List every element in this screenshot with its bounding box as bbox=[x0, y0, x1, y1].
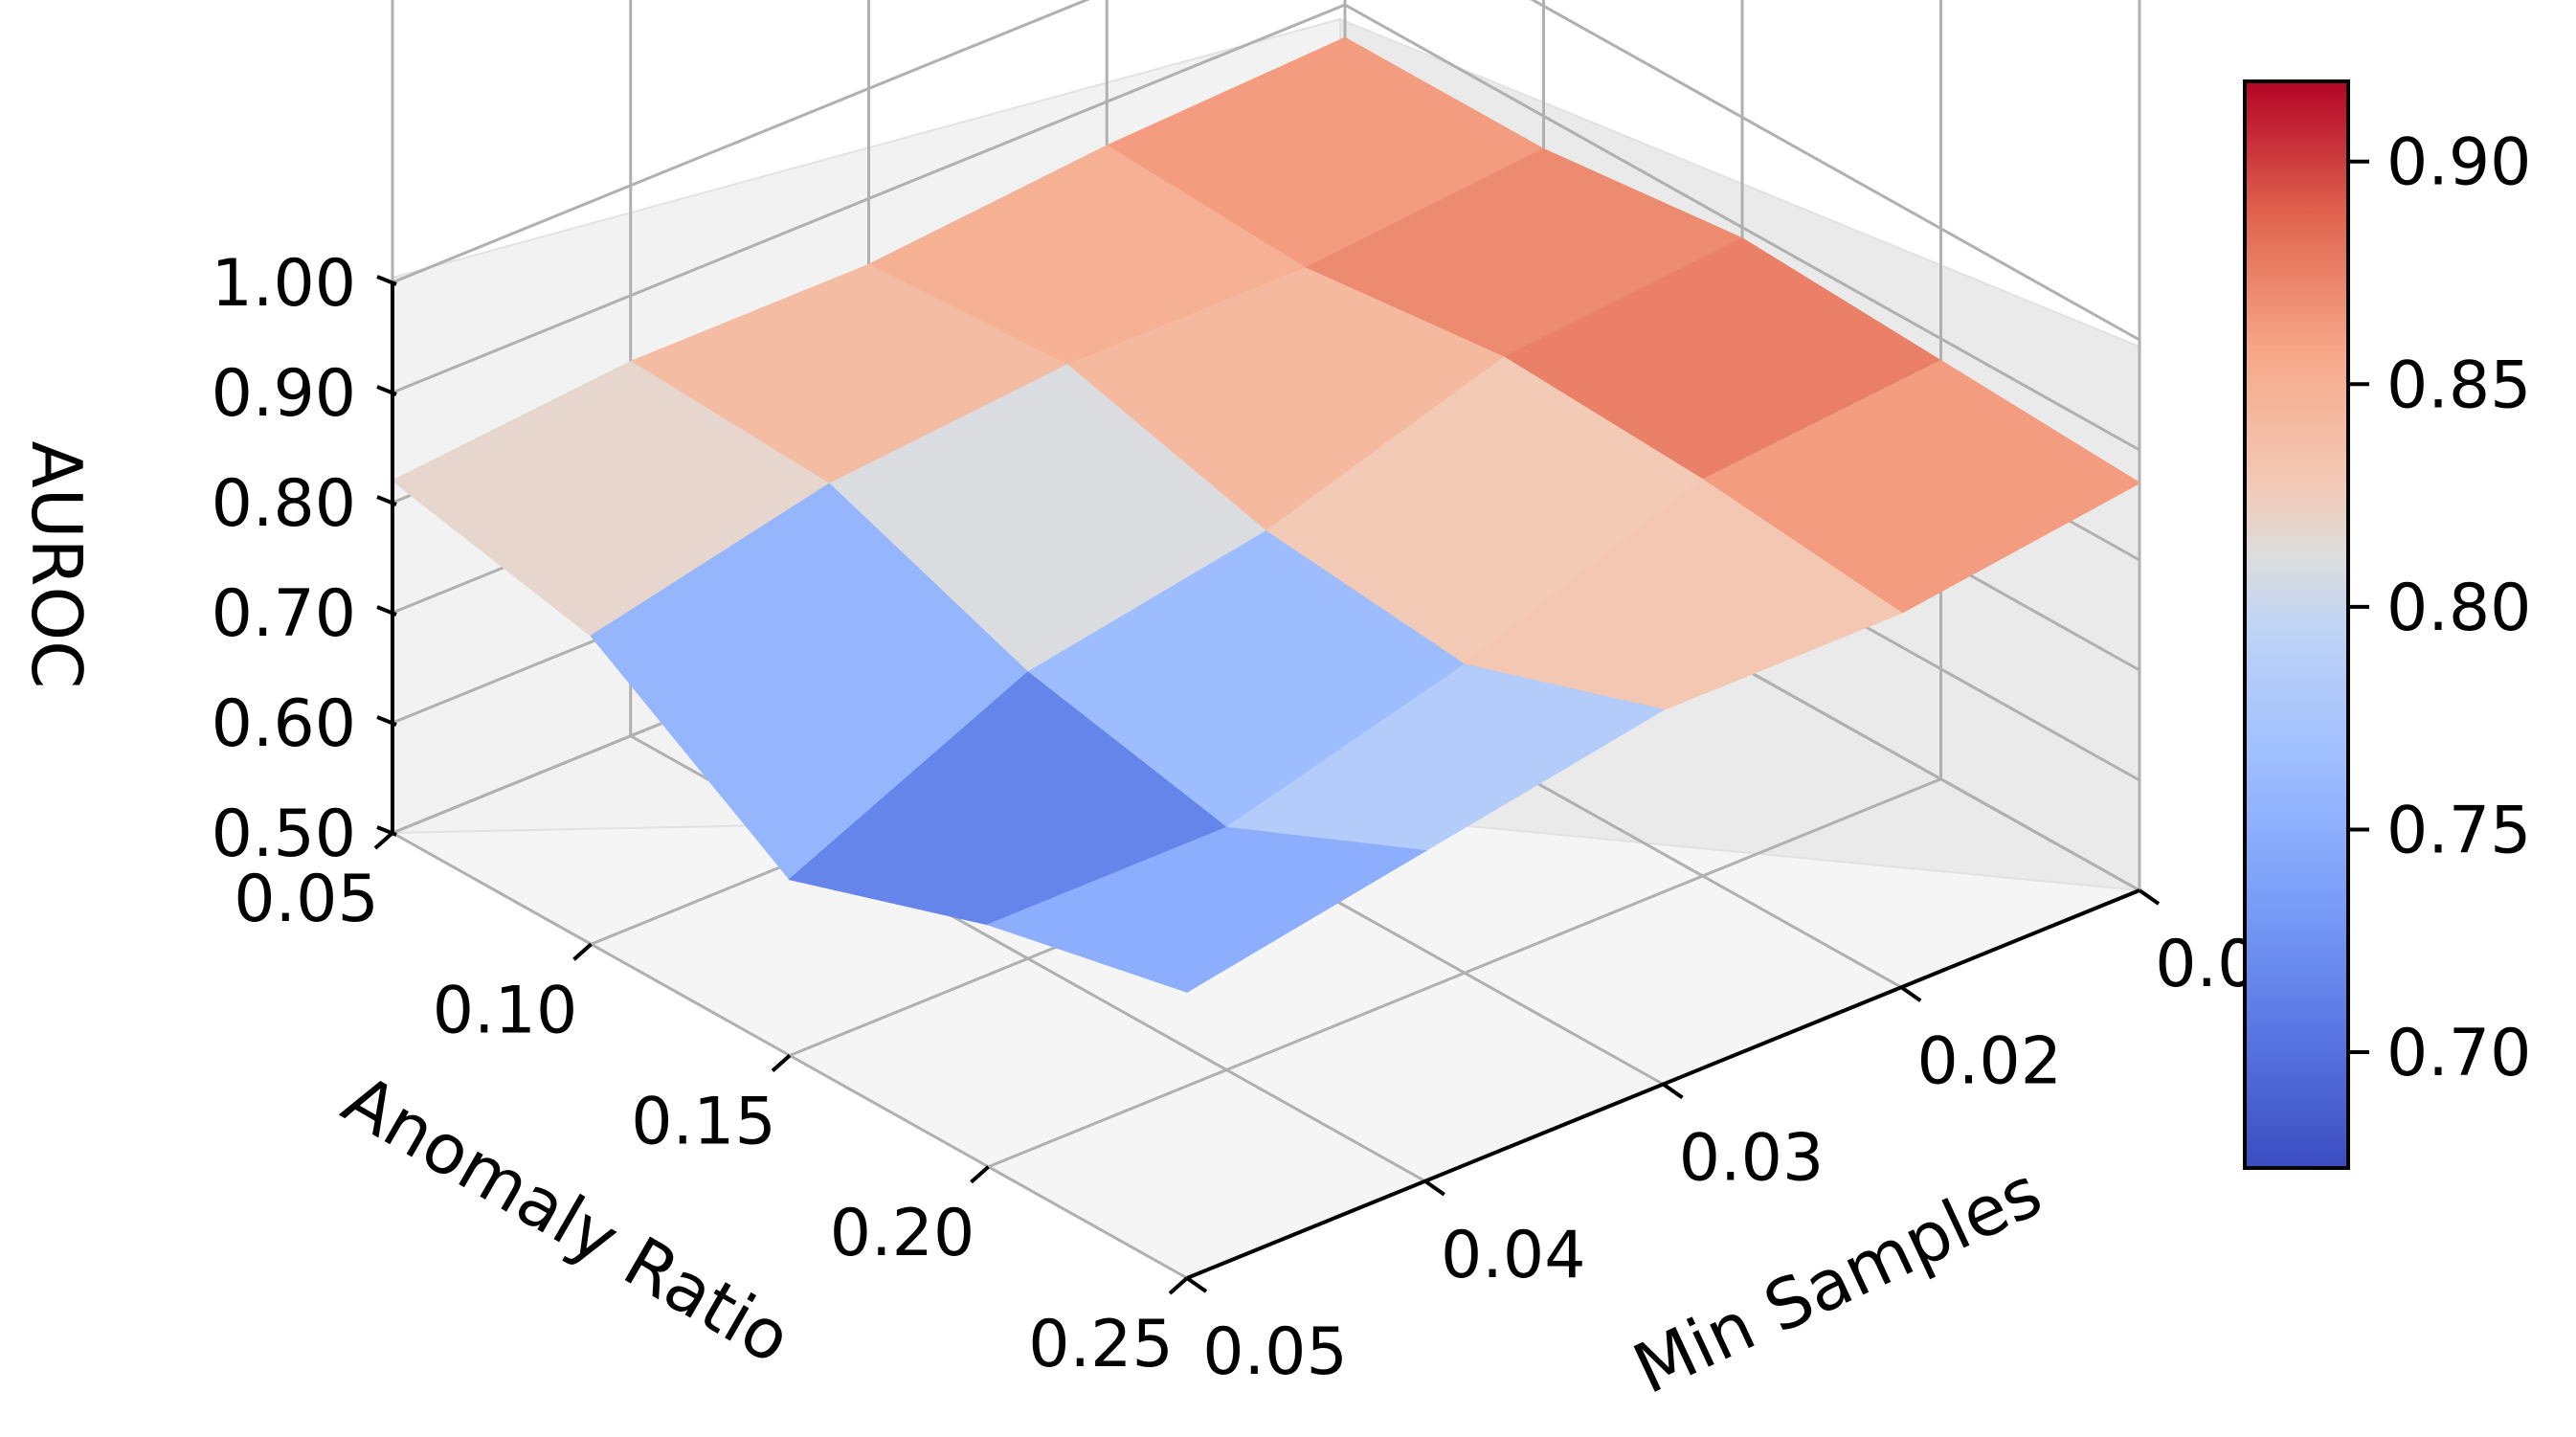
x-tick-mark bbox=[373, 831, 394, 850]
z-axis-label: AUROC bbox=[16, 441, 97, 689]
y-tick-label: 0.05 bbox=[1202, 1314, 1347, 1390]
z-tick-label: 0.60 bbox=[212, 686, 356, 762]
y-tick-label: 0.04 bbox=[1441, 1218, 1585, 1293]
y-tick-mark bbox=[2138, 888, 2161, 906]
surface-patch bbox=[986, 826, 1428, 993]
z-tick-label: 0.80 bbox=[212, 466, 356, 542]
x-tick-label: 0.20 bbox=[830, 1196, 974, 1271]
x-tick-label: 0.05 bbox=[234, 862, 378, 937]
z-tick-mark bbox=[376, 275, 397, 286]
x-tick-mark bbox=[970, 1165, 990, 1184]
colorbar-tick-label: 0.70 bbox=[2386, 1016, 2531, 1091]
colorbar-ticks: 0.70 0.75 0.80 0.85 0.90 bbox=[2348, 125, 2531, 1091]
y-tick-mark bbox=[1185, 1276, 1208, 1293]
z-tick-mark bbox=[376, 385, 397, 396]
z-tick-mark bbox=[376, 715, 397, 727]
colorbar-tick-label: 0.90 bbox=[2386, 125, 2531, 201]
wall-grid-line bbox=[392, 3, 2140, 452]
z-tick-label: 0.50 bbox=[212, 797, 356, 872]
x-tick-label: 0.10 bbox=[433, 973, 577, 1048]
z-tick-label: 0.90 bbox=[212, 356, 356, 432]
z-tick-mark bbox=[376, 605, 397, 617]
colorbar-tick-label: 0.75 bbox=[2386, 793, 2531, 868]
tick-labels: 0.050.100.150.200.250.010.020.030.040.05… bbox=[212, 246, 2300, 1390]
x-tick-mark bbox=[771, 1054, 792, 1072]
y-tick-mark bbox=[1662, 1082, 1684, 1100]
x-tick-label: 0.25 bbox=[1028, 1307, 1173, 1382]
x-tick-mark bbox=[572, 942, 593, 961]
colorbar-tick-label: 0.85 bbox=[2386, 348, 2531, 423]
z-tick-label: 0.70 bbox=[212, 576, 356, 652]
z-tick-mark bbox=[376, 495, 397, 506]
y-tick-label: 0.02 bbox=[1917, 1023, 2062, 1099]
colorbar-gradient bbox=[2243, 79, 2350, 1170]
y-tick-mark bbox=[1900, 985, 1922, 1002]
surface bbox=[391, 36, 2141, 993]
y-tick-label: 0.03 bbox=[1679, 1121, 1824, 1197]
colorbar: 0.70 0.75 0.80 0.85 0.90 bbox=[2243, 79, 2531, 1170]
x-tick-mark bbox=[1168, 1276, 1189, 1295]
colorbar-tick-label: 0.80 bbox=[2386, 571, 2531, 646]
z-tick-mark bbox=[376, 825, 397, 837]
wall-grid-line bbox=[392, 0, 2140, 342]
x-tick-label: 0.15 bbox=[631, 1085, 775, 1160]
y-tick-mark bbox=[1423, 1179, 1445, 1197]
z-tick-label: 1.00 bbox=[212, 246, 356, 322]
